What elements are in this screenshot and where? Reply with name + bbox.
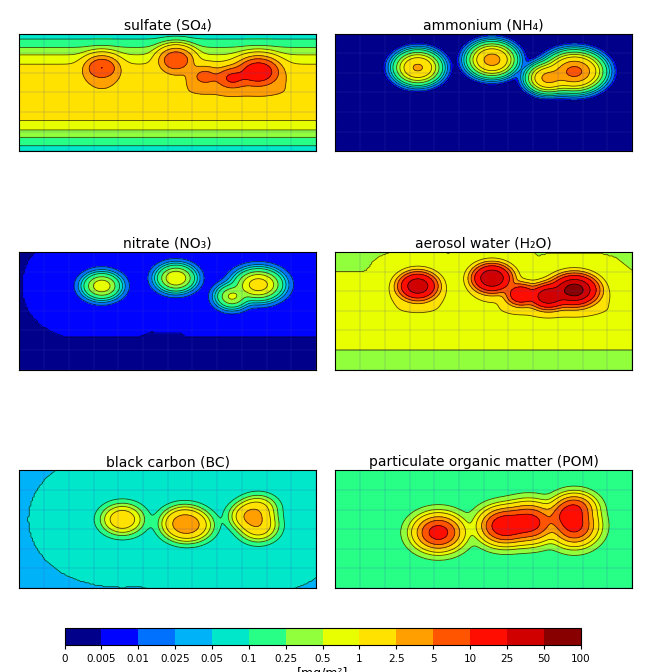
Title: nitrate (NO₃): nitrate (NO₃) <box>123 237 212 251</box>
X-axis label: [mg/m²]: [mg/m²] <box>297 667 348 672</box>
Title: sulfate (SO₄): sulfate (SO₄) <box>124 18 212 32</box>
Title: black carbon (BC): black carbon (BC) <box>106 455 230 469</box>
Title: ammonium (NH₄): ammonium (NH₄) <box>423 18 544 32</box>
Title: particulate organic matter (POM): particulate organic matter (POM) <box>369 455 599 469</box>
Title: aerosol water (H₂O): aerosol water (H₂O) <box>415 237 552 251</box>
